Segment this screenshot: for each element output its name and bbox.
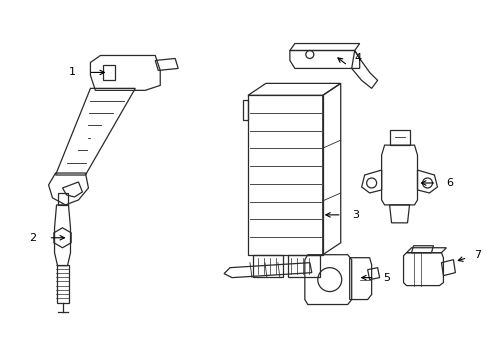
- Bar: [247, 95, 322, 255]
- Text: 6: 6: [445, 178, 452, 188]
- Text: 3: 3: [351, 210, 359, 220]
- Bar: [243, 100, 247, 120]
- Text: 4: 4: [353, 54, 361, 63]
- Text: 1: 1: [69, 67, 76, 77]
- Bar: [58, 193, 67, 205]
- Text: 5: 5: [382, 273, 389, 283]
- Text: 7: 7: [473, 250, 480, 260]
- Text: 2: 2: [29, 233, 36, 243]
